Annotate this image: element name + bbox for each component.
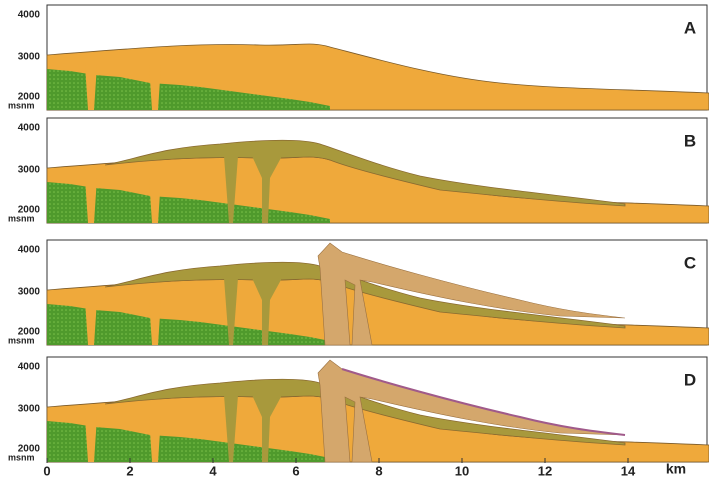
x-tick-label: 4 [209,463,217,478]
x-tick-label: 12 [538,463,552,478]
x-tick-label: 10 [455,463,469,478]
y-tick-label: 4000 [18,10,41,21]
y-tick-label: 4000 [18,362,41,373]
panel-label: D [684,370,696,389]
y-tick-label: 4000 [18,123,41,134]
panel-label: A [684,18,696,37]
x-tick-label: 14 [621,463,636,478]
y-tick-label: 3000 [18,404,41,415]
y-tick-label: 3000 [18,165,41,176]
panel-label: C [684,253,696,272]
y-axis-unit: msnm [8,452,35,462]
y-tick-label: 4000 [18,245,41,256]
cross-section-figure: A400030002000msnmB400030002000msnmC40003… [0,0,709,482]
x-tick-label: 8 [375,463,382,478]
y-axis-unit: msnm [8,335,35,345]
y-tick-label: 3000 [18,52,41,63]
x-tick-label: 2 [126,463,133,478]
y-axis-unit: msnm [8,100,35,110]
x-tick-label: 0 [43,463,50,478]
y-axis-unit: msnm [8,213,35,223]
x-axis-unit: km [666,461,686,477]
x-tick-label: 6 [292,463,299,478]
y-tick-label: 3000 [18,287,41,298]
panel-label: B [684,131,696,150]
